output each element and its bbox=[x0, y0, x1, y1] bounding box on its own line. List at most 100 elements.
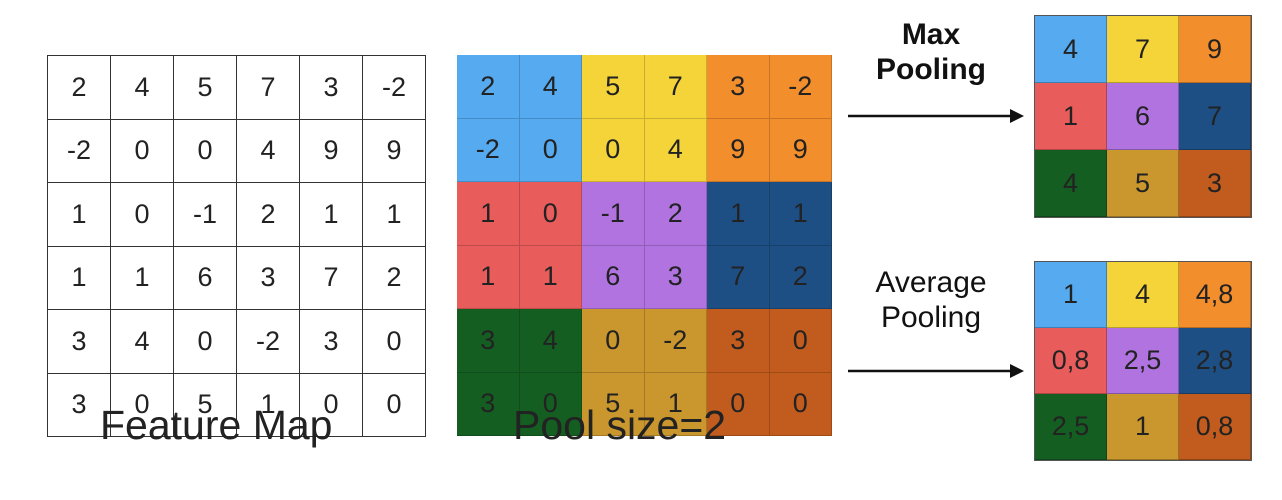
max-pooling-cell: 1 bbox=[1035, 83, 1107, 150]
average-pooling-cell: 4 bbox=[1107, 262, 1179, 328]
pool-cell: 9 bbox=[769, 118, 832, 182]
pool-cell: 2 bbox=[644, 182, 707, 246]
feature-map-caption: Feature Map bbox=[100, 402, 333, 448]
feature-cell: 1 bbox=[237, 373, 300, 437]
pool-cell: 9 bbox=[707, 118, 770, 182]
max-pooling-cell: 7 bbox=[1107, 16, 1179, 83]
average-pooling-cell: 2,5 bbox=[1107, 328, 1179, 394]
pool-cell: 3 bbox=[644, 245, 707, 309]
max-pooling-cell: 9 bbox=[1179, 16, 1251, 83]
feature-map-grid: 2 4 5 7 3 -2 -2 0 0 4 9 9 1 0 -1 2 1 1 1… bbox=[47, 55, 426, 437]
feature-cell: 3 bbox=[237, 246, 300, 310]
pool-cell: -1 bbox=[582, 182, 645, 246]
feature-cell: 5 bbox=[174, 373, 237, 437]
pool-cell: 3 bbox=[457, 372, 520, 436]
average-pooling-cell: 4,8 bbox=[1179, 262, 1251, 328]
max-pooling-label-line1: Max bbox=[901, 18, 961, 51]
feature-cell: 4 bbox=[237, 119, 300, 183]
feature-cell: 9 bbox=[363, 119, 426, 183]
pool-cell: 4 bbox=[644, 118, 707, 182]
pool-cell: 0 bbox=[582, 118, 645, 182]
pool-cell: 3 bbox=[457, 309, 520, 373]
feature-cell: 0 bbox=[363, 373, 426, 437]
pool-cell: 0 bbox=[519, 118, 582, 182]
pool-cell: 4 bbox=[519, 309, 582, 373]
average-pooling-cell: 0,8 bbox=[1035, 328, 1107, 394]
pool-cell: 7 bbox=[707, 245, 770, 309]
max-pooling-cell: 3 bbox=[1179, 150, 1251, 217]
max-pooling-label-line2: Pooling bbox=[876, 52, 986, 86]
feature-cell: 1 bbox=[48, 183, 111, 247]
feature-cell: 0 bbox=[111, 183, 174, 247]
feature-cell: 7 bbox=[300, 246, 363, 310]
feature-cell: 3 bbox=[300, 310, 363, 374]
pool-cell: 1 bbox=[457, 245, 520, 309]
feature-cell: 1 bbox=[48, 246, 111, 310]
feature-cell: 3 bbox=[48, 373, 111, 437]
average-pooling-label-line1: Average bbox=[875, 266, 987, 299]
average-pooling-label-line2: Pooling bbox=[880, 300, 982, 334]
pool-cell: 2 bbox=[457, 55, 520, 119]
feature-cell: 1 bbox=[300, 183, 363, 247]
feature-cell: 2 bbox=[237, 183, 300, 247]
pool-cell: -2 bbox=[644, 309, 707, 373]
feature-cell: 1 bbox=[363, 183, 426, 247]
average-pooling-cell: 0,8 bbox=[1179, 394, 1251, 460]
pool-cell: -2 bbox=[457, 118, 520, 182]
feature-cell: 3 bbox=[48, 310, 111, 374]
pool-size-caption: Pool size=2 bbox=[513, 402, 727, 448]
average-pooling-cell: 2,5 bbox=[1035, 394, 1107, 460]
pool-grid: 2 4 5 7 3 -2 -2 0 0 4 9 9 1 0 -1 2 1 1 1… bbox=[457, 55, 832, 436]
feature-cell: 2 bbox=[48, 56, 111, 120]
feature-cell: 0 bbox=[174, 310, 237, 374]
average-pooling-arrow bbox=[848, 364, 1024, 378]
max-pooling-grid: 4 7 9 1 6 7 4 5 3 bbox=[1034, 15, 1252, 218]
feature-cell: 4 bbox=[111, 56, 174, 120]
feature-cell: 0 bbox=[300, 373, 363, 437]
feature-cell: -2 bbox=[237, 310, 300, 374]
feature-cell: 0 bbox=[174, 119, 237, 183]
feature-cell: 0 bbox=[111, 373, 174, 437]
pool-cell: 1 bbox=[519, 245, 582, 309]
pool-cell: 0 bbox=[769, 309, 832, 373]
pool-cell: 0 bbox=[519, 372, 582, 436]
pool-cell: 0 bbox=[769, 372, 832, 436]
max-pooling-arrow bbox=[848, 109, 1024, 123]
pool-cell: 0 bbox=[582, 309, 645, 373]
max-pooling-cell: 6 bbox=[1107, 83, 1179, 150]
feature-cell: 1 bbox=[111, 246, 174, 310]
average-pooling-grid: 1 4 4,8 0,8 2,5 2,8 2,5 1 0,8 bbox=[1034, 261, 1252, 461]
max-pooling-label: Max Pooling bbox=[846, 18, 1016, 87]
pool-cell: 7 bbox=[644, 55, 707, 119]
pool-cell: 3 bbox=[707, 309, 770, 373]
pool-cell: 0 bbox=[519, 182, 582, 246]
pool-cell: 1 bbox=[707, 182, 770, 246]
feature-cell: 6 bbox=[174, 246, 237, 310]
feature-cell: 9 bbox=[300, 119, 363, 183]
average-pooling-label: Average Pooling bbox=[846, 266, 1016, 335]
feature-cell: 3 bbox=[300, 56, 363, 120]
average-pooling-cell: 2,8 bbox=[1179, 328, 1251, 394]
feature-cell: 4 bbox=[111, 310, 174, 374]
max-pooling-cell: 4 bbox=[1035, 16, 1107, 83]
pool-cell: 0 bbox=[707, 372, 770, 436]
pool-cell: 1 bbox=[644, 372, 707, 436]
feature-cell: -2 bbox=[363, 56, 426, 120]
feature-cell: -1 bbox=[174, 183, 237, 247]
max-pooling-cell: 5 bbox=[1107, 150, 1179, 217]
pool-cell: -2 bbox=[769, 55, 832, 119]
feature-cell: 7 bbox=[237, 56, 300, 120]
max-pooling-cell: 7 bbox=[1179, 83, 1251, 150]
pool-cell: 2 bbox=[769, 245, 832, 309]
feature-cell: 0 bbox=[111, 119, 174, 183]
average-pooling-cell: 1 bbox=[1035, 262, 1107, 328]
pool-cell: 1 bbox=[769, 182, 832, 246]
feature-cell: 5 bbox=[174, 56, 237, 120]
pool-cell: 5 bbox=[582, 372, 645, 436]
pool-cell: 5 bbox=[582, 55, 645, 119]
pool-cell: 3 bbox=[707, 55, 770, 119]
average-pooling-cell: 1 bbox=[1107, 394, 1179, 460]
max-pooling-cell: 4 bbox=[1035, 150, 1107, 217]
pool-cell: 4 bbox=[519, 55, 582, 119]
feature-cell: -2 bbox=[48, 119, 111, 183]
